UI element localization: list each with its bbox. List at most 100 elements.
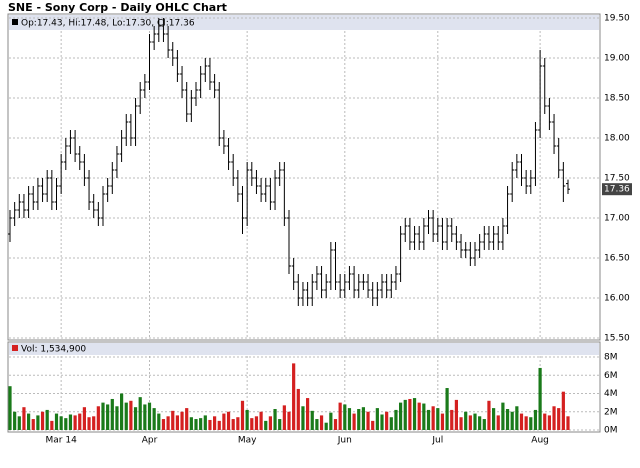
volume-bar	[357, 409, 361, 430]
volume-bar	[175, 415, 179, 430]
volume-bar	[161, 419, 166, 430]
x-tick-label: Apr	[142, 436, 158, 446]
volume-bar	[245, 409, 249, 430]
volume-bar	[222, 413, 226, 430]
volume-bar	[552, 406, 556, 430]
y-tick-label: 17.50	[604, 174, 630, 184]
volume-bar	[557, 408, 561, 430]
volume-bar	[510, 411, 514, 430]
volume-bar	[259, 411, 263, 430]
chart-title: SNE - Sony Corp - Daily OHLC Chart	[8, 1, 227, 14]
volume-bar	[366, 411, 370, 430]
volume-bar	[106, 404, 110, 430]
volume-bar	[287, 411, 291, 430]
volume-bar	[213, 416, 217, 430]
volume-bar	[278, 419, 282, 430]
volume-bar	[36, 415, 40, 430]
y2-tick-label: 8M	[604, 353, 618, 363]
volume-bar	[110, 398, 114, 430]
volume-bar	[147, 402, 152, 430]
volume-bar	[226, 411, 231, 430]
volume-bar	[152, 408, 156, 430]
volume-bar	[371, 420, 375, 430]
volume-bar	[533, 409, 538, 430]
volume-bar	[254, 416, 259, 430]
volume-bar	[375, 408, 379, 430]
volume-bar	[185, 408, 189, 430]
volume-bar	[45, 409, 49, 430]
volume-bar	[59, 416, 63, 430]
volume-bar	[464, 411, 468, 430]
legend-text: Op:17.43, Hi:17.48, Lo:17.30, Cl:17.36	[21, 19, 195, 29]
volume-bar	[50, 420, 54, 430]
volume-bar	[352, 413, 356, 430]
volume-bar	[54, 413, 59, 430]
y2-tick-label: 4M	[604, 389, 618, 399]
volume-bar	[22, 407, 26, 430]
volume-bar	[473, 413, 477, 430]
volume-bar	[324, 422, 328, 430]
volume-bar	[529, 417, 533, 430]
volume-bar	[133, 407, 138, 430]
volume-bar	[301, 406, 305, 430]
volume-bar	[566, 416, 570, 430]
volume-bar	[399, 402, 403, 430]
volume-bar	[505, 409, 510, 430]
volume-bar	[231, 419, 235, 430]
x-tick-label: May	[238, 436, 257, 446]
volume-bar	[450, 409, 454, 430]
volume-bar	[64, 418, 68, 430]
volume-bar	[445, 388, 449, 430]
volume-bar	[273, 409, 277, 430]
volume-bar	[250, 418, 254, 430]
y2-tick-label: 2M	[604, 407, 618, 417]
volume-bar	[459, 417, 463, 430]
volume-bar	[157, 413, 161, 430]
volume-bar	[82, 407, 86, 430]
y2-tick-label: 0M	[604, 426, 618, 436]
volume-bar	[78, 413, 82, 430]
x-tick-label: Jul	[431, 436, 443, 446]
volume-bar	[417, 402, 421, 430]
volume-bar	[496, 415, 500, 430]
y-tick-label: 18.00	[604, 134, 630, 144]
y-tick-label: 19.00	[604, 54, 630, 64]
volume-bar	[101, 402, 105, 430]
volume-bar	[412, 398, 417, 430]
volume-bar	[524, 416, 528, 430]
volume-bar	[171, 410, 175, 430]
volume-bar	[501, 402, 505, 430]
volume-bar	[436, 408, 440, 430]
volume-bar	[319, 415, 324, 430]
legend-band	[9, 15, 599, 30]
x-tick-label: Jun	[337, 436, 352, 446]
volume-bar	[422, 403, 426, 430]
volume-bar	[17, 416, 21, 430]
volume-bar	[264, 420, 268, 430]
volume-bar	[124, 402, 128, 430]
volume-swatch	[12, 345, 18, 351]
volume-bar	[138, 397, 142, 430]
volume-bar	[143, 404, 147, 430]
volume-bar	[27, 413, 31, 430]
y-tick-label: 17.00	[604, 214, 630, 224]
volume-bar	[361, 407, 365, 430]
y-tick-label: 16.50	[604, 254, 630, 264]
volume-bar	[129, 400, 133, 430]
volume-bar	[203, 415, 207, 430]
volume-bar	[115, 406, 119, 430]
volume-bar	[268, 416, 272, 430]
volume-label: Vol: 1,534,900	[21, 345, 86, 355]
volume-bar	[296, 388, 300, 430]
volume-bar	[96, 406, 100, 430]
volume-bar	[310, 410, 314, 430]
volume-bar	[543, 413, 547, 430]
volume-bar	[454, 399, 458, 430]
volume-bar	[199, 418, 203, 430]
volume-bar	[315, 419, 319, 430]
volume-band	[9, 343, 599, 355]
volume-bar	[547, 415, 551, 430]
price-panel	[7, 13, 601, 341]
volume-bar	[338, 402, 342, 430]
